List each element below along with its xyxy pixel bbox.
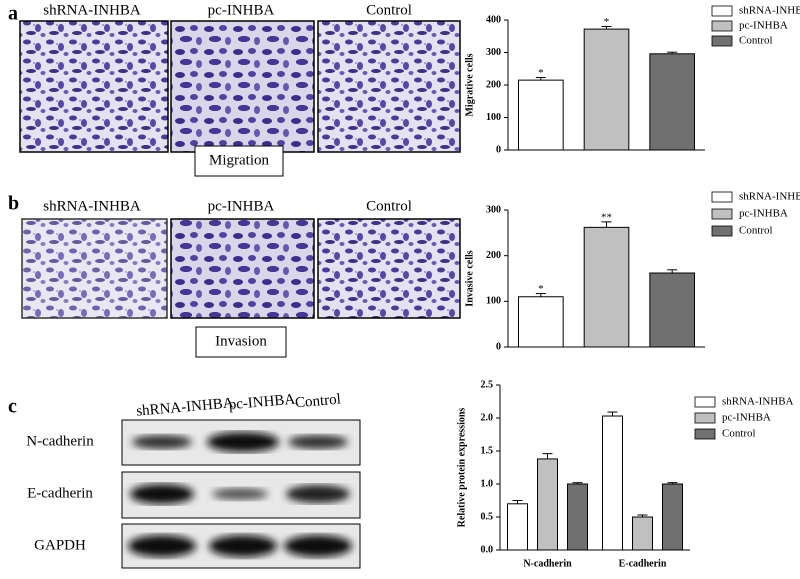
micrograph [21, 218, 168, 319]
legend-label: shRNA-INHBA [739, 191, 800, 203]
row-label: E-cadherin [27, 485, 93, 501]
y-tick-label: 300 [486, 47, 501, 58]
y-tick-label: 200 [486, 250, 501, 261]
micrograph [170, 218, 315, 319]
y-tick-label: 100 [486, 112, 501, 123]
panel-label: c [8, 396, 17, 418]
legend-label: pc-INHBA [722, 412, 771, 424]
legend-swatch [694, 412, 716, 424]
bar [518, 79, 564, 151]
y-tick-label: 1.0 [481, 478, 494, 489]
column-label: shRNA-INHBA [136, 395, 235, 419]
label-box [194, 145, 284, 177]
y-tick-label: 1.5 [481, 445, 494, 456]
y-tick-label: 0.0 [481, 544, 494, 555]
y-tick-label: 0.5 [481, 511, 494, 522]
y-tick-label: 2.0 [481, 412, 494, 423]
y-tick-label: 400 [486, 14, 501, 25]
legend-label: Control [739, 225, 773, 237]
micrograph [317, 218, 461, 319]
x-tick-label: E-cadherin [619, 558, 667, 569]
x-tick-label: N-cadherin [523, 558, 572, 569]
legend-swatch [711, 208, 733, 220]
western-blot [121, 419, 361, 569]
image-caption: pc-INHBA [208, 198, 275, 214]
bar [632, 516, 653, 551]
panel-label: b [8, 193, 19, 215]
significance: ** [601, 211, 612, 223]
legend-swatch [711, 5, 733, 17]
bar [537, 458, 558, 551]
legend-label: Control [722, 428, 756, 440]
image-caption: Control [366, 2, 412, 18]
panel-label: a [8, 3, 18, 25]
column-label: Control [294, 391, 341, 411]
y-axis-label: Migrative cells [464, 53, 475, 116]
legend-swatch [711, 191, 733, 203]
y-axis-label: Invasive cells [464, 250, 475, 306]
legend-swatch [711, 20, 733, 32]
image-caption: shRNA-INHBA [43, 2, 141, 18]
bar [649, 53, 695, 151]
image-caption: pc-INHBA [208, 2, 275, 18]
micrograph [317, 20, 461, 153]
y-tick-label: 0 [496, 341, 501, 352]
column-label: pc-INHBA [228, 392, 296, 414]
legend-label: shRNA-INHBA [739, 5, 800, 17]
image-caption: Control [366, 198, 412, 214]
micrograph [170, 20, 315, 153]
legend-label: pc-INHBA [739, 208, 788, 220]
box-label: Migration [209, 152, 269, 168]
legend-swatch [694, 428, 716, 440]
bar [583, 28, 630, 151]
bar [649, 272, 695, 348]
bar [567, 483, 588, 551]
y-axis-label: Relative protein expressions [456, 408, 467, 528]
bar [583, 226, 630, 348]
box-label: Invasion [215, 333, 267, 349]
legend-swatch [711, 225, 733, 237]
micrograph [19, 20, 169, 153]
bar [507, 503, 528, 551]
y-tick-label: 100 [486, 296, 501, 307]
bar [518, 296, 564, 348]
legend-label: Control [739, 35, 773, 47]
significance: * [538, 283, 544, 295]
y-tick-label: 0 [496, 144, 501, 155]
legend-label: shRNA-INHBA [722, 396, 794, 408]
row-label: GAPDH [34, 537, 86, 553]
y-tick-label: 300 [486, 204, 501, 215]
bar [662, 483, 683, 551]
y-tick-label: 200 [486, 79, 501, 90]
label-box [195, 326, 287, 358]
y-tick-label: 2.5 [481, 379, 494, 390]
bar [602, 415, 623, 551]
significance: * [538, 67, 544, 79]
image-caption: shRNA-INHBA [43, 198, 141, 214]
legend-swatch [694, 396, 716, 408]
row-label: N-cadherin [26, 433, 94, 449]
legend-swatch [711, 35, 733, 47]
significance: * [604, 16, 610, 28]
legend-label: pc-INHBA [739, 20, 788, 32]
